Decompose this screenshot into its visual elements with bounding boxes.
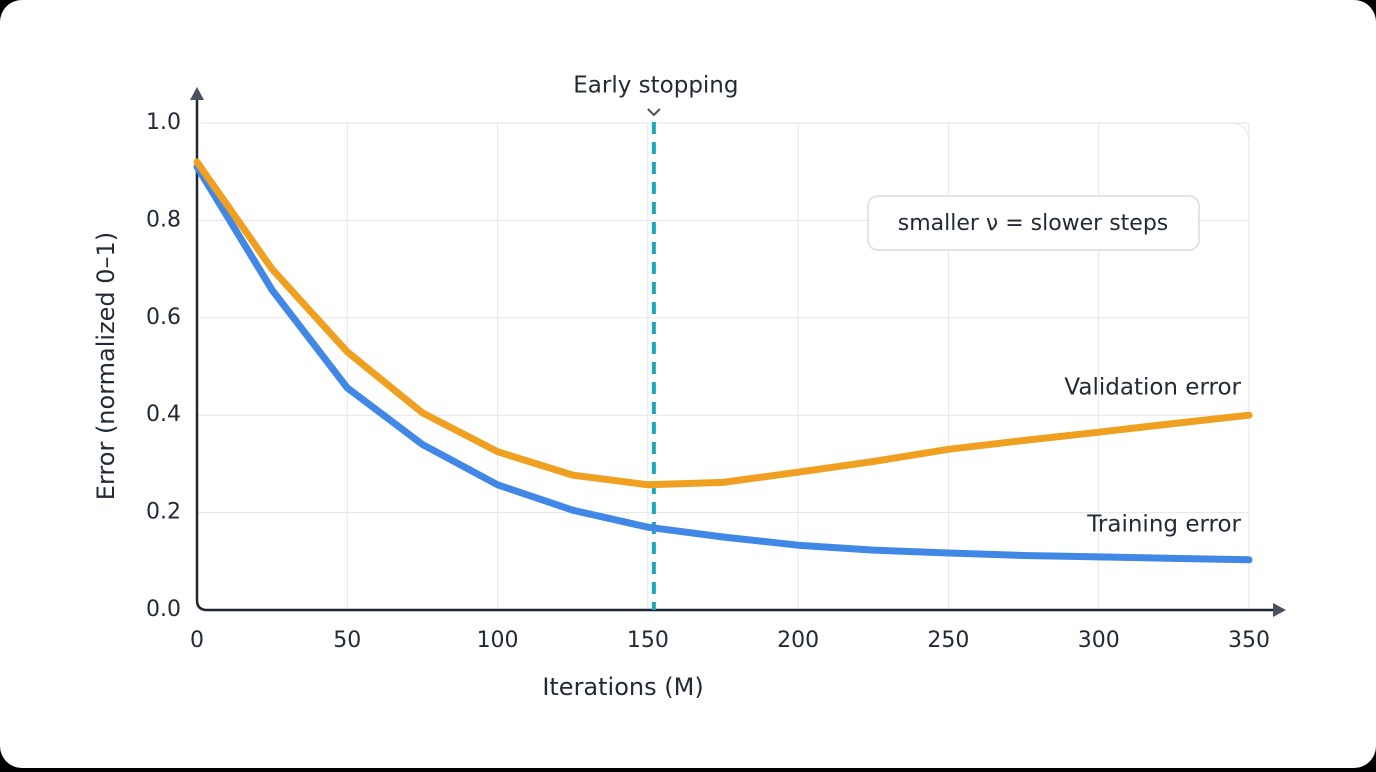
x-tick-label: 250 [927, 628, 969, 653]
x-tick-label: 300 [1078, 628, 1120, 653]
series-line [193, 158, 1253, 489]
series-line [193, 163, 1253, 564]
y-tick-label: 0.8 [146, 207, 181, 232]
y-axis [195, 95, 1278, 612]
y-tick-label: 0.2 [146, 500, 181, 525]
x-tick-label: 150 [627, 628, 669, 653]
note-box [867, 195, 1200, 251]
y-tick-label: 0.6 [146, 305, 181, 330]
x-tick-label: 50 [333, 628, 361, 653]
y-axis-label: Error (normalized 0–1) [92, 232, 120, 500]
plot-border [197, 122, 1250, 610]
series-label: Training error [1086, 511, 1241, 537]
x-arrow [1273, 603, 1286, 617]
y-tick-label: 0.0 [146, 597, 181, 622]
y-tick-label: 1.0 [146, 110, 181, 135]
note: smaller ν = slower steps [898, 211, 1169, 236]
y-tick-label: 0.4 [146, 402, 181, 427]
y-arrow [190, 87, 204, 100]
early-stopping-label: Early stopping [573, 73, 738, 99]
x-tick-label: 350 [1228, 628, 1270, 653]
x-tick-label: 100 [477, 628, 519, 653]
x-tick-label: 200 [777, 628, 819, 653]
series-label: Validation error [1064, 375, 1241, 401]
x-tick-label: 0 [190, 628, 204, 653]
caret [647, 108, 661, 117]
x-axis-label: Iterations (M) [542, 673, 703, 701]
